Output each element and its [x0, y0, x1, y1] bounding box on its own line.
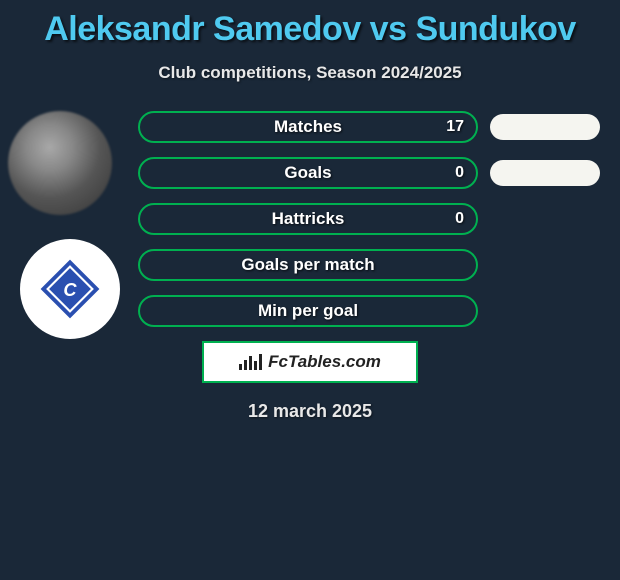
- fctables-watermark: FcTables.com: [202, 341, 418, 383]
- stat-label: Goals: [284, 163, 331, 183]
- comparison-content: C Matches 17 Goals 0 Hattricks 0 G: [0, 111, 620, 422]
- stat-bar-left: Goals per match: [138, 249, 478, 281]
- stat-value-left: 0: [455, 210, 464, 228]
- stat-row: Goals 0: [0, 157, 620, 189]
- stat-bar-left: Min per goal: [138, 295, 478, 327]
- stat-label: Hattricks: [272, 209, 345, 229]
- stat-row: Goals per match: [0, 249, 620, 281]
- bars-icon: [239, 354, 262, 370]
- stat-label: Min per goal: [258, 301, 358, 321]
- stat-value-left: 17: [446, 118, 464, 136]
- stat-row: Hattricks 0: [0, 203, 620, 235]
- stat-bars: Matches 17 Goals 0 Hattricks 0 Goals per…: [0, 111, 620, 327]
- subtitle: Club competitions, Season 2024/2025: [0, 63, 620, 83]
- stat-row: Matches 17: [0, 111, 620, 143]
- stat-bar-right: [490, 160, 600, 186]
- stat-value-left: 0: [455, 164, 464, 182]
- stat-bar-right: [490, 114, 600, 140]
- date-label: 12 march 2025: [0, 401, 620, 422]
- stat-bar-left: Hattricks 0: [138, 203, 478, 235]
- stat-bar-left: Matches 17: [138, 111, 478, 143]
- fctables-label: FcTables.com: [268, 352, 381, 372]
- stat-bar-left: Goals 0: [138, 157, 478, 189]
- stat-label: Matches: [274, 117, 342, 137]
- page-title: Aleksandr Samedov vs Sundukov: [0, 0, 620, 49]
- stat-row: Min per goal: [0, 295, 620, 327]
- stat-label: Goals per match: [241, 255, 374, 275]
